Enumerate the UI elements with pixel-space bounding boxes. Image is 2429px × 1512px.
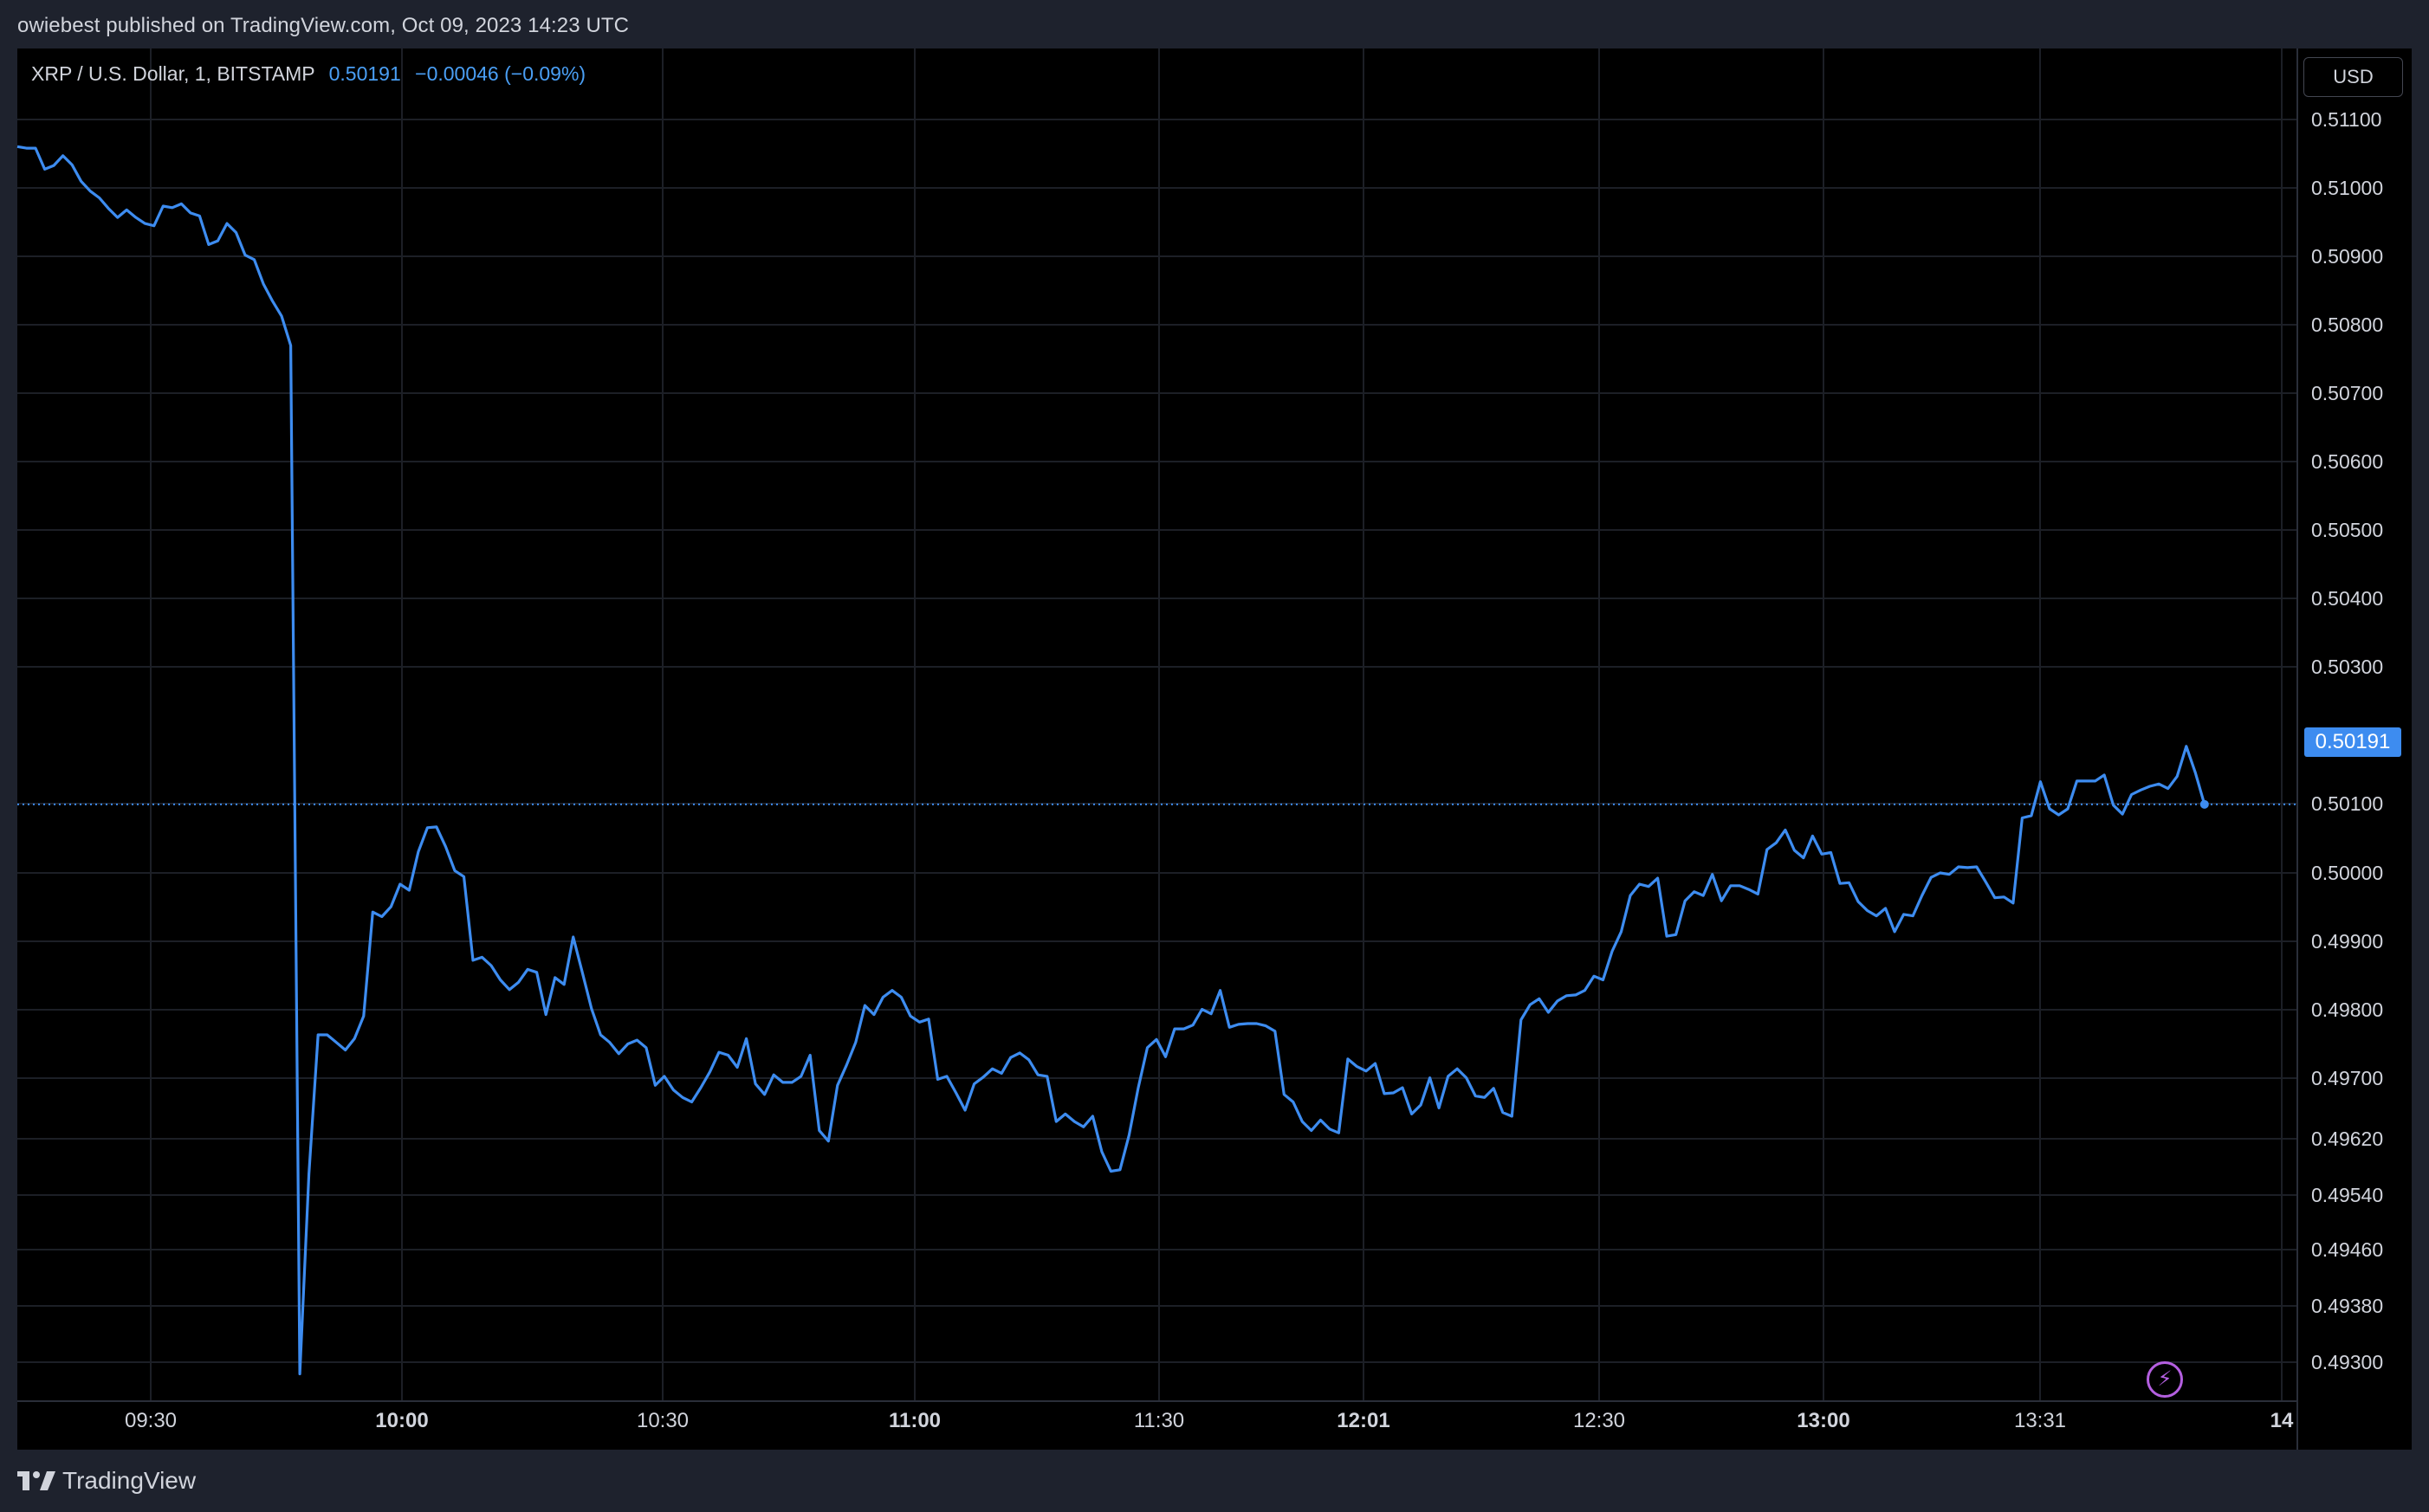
publish-header: owiebest published on TradingView.com, O… — [0, 0, 2429, 48]
x-tick-label: 14 — [2270, 1409, 2294, 1432]
y-tick-label: 0.49620 — [2311, 1128, 2383, 1150]
x-tick-label: 11:00 — [889, 1409, 941, 1432]
chart-grid — [17, 48, 2298, 1450]
y-tick-label: 0.50500 — [2311, 519, 2383, 541]
y-tick-label: 0.49700 — [2311, 1067, 2383, 1089]
tradingview-logo[interactable]: TradingView — [17, 1465, 196, 1496]
y-tick-label: 0.50800 — [2311, 313, 2383, 336]
x-tick-label: 11:30 — [1134, 1409, 1184, 1432]
y-tick-label: 0.49800 — [2311, 998, 2383, 1021]
y-tick-label: 0.50700 — [2311, 382, 2383, 404]
x-tick-label: 13:31 — [2014, 1409, 2066, 1432]
y-tick-label: 0.49460 — [2311, 1238, 2383, 1261]
brand-name: TradingView — [62, 1467, 197, 1494]
symbol-legend[interactable]: XRP / U.S. Dollar, 1, BITSTAMP 0.50191 −… — [31, 62, 586, 86]
published-info-text: owiebest published on TradingView.com, O… — [17, 14, 630, 37]
symbol-title: XRP / U.S. Dollar, 1, BITSTAMP — [31, 62, 315, 85]
y-tick-label: 0.50400 — [2311, 587, 2383, 610]
lightning-bolt-icon[interactable]: ⚡︎ — [2147, 1361, 2183, 1398]
last-price-dot — [2199, 799, 2209, 809]
x-tick-label: 13:00 — [1797, 1409, 1849, 1432]
legend-change: −0.00046 (−0.09%) — [415, 62, 586, 85]
y-tick-label: 0.49300 — [2311, 1351, 2383, 1373]
x-tick-label: 12:01 — [1337, 1409, 1389, 1432]
y-tick-label: 0.50600 — [2311, 450, 2383, 473]
chart-area[interactable] — [17, 48, 2412, 1450]
y-tick-label: 0.51000 — [2311, 177, 2383, 199]
price-axis: 0.51100 0.51000 0.50900 0.50800 0.50700 0.506… — [2311, 108, 2383, 1373]
x-tick-label: 10:30 — [637, 1409, 689, 1432]
y-tick-label: 0.50100 — [2311, 792, 2383, 815]
time-axis: 09:30 10:00 10:30 11:00 11:30 12:01 12:30 13:00… — [125, 1409, 2294, 1432]
y-tick-label: 0.49380 — [2311, 1295, 2383, 1317]
x-tick-label: 10:00 — [375, 1409, 428, 1432]
footer-bar: TradingView — [0, 1450, 2429, 1512]
y-tick-label: 0.50900 — [2311, 245, 2383, 268]
currency-button[interactable]: USD — [2303, 57, 2403, 97]
legend-price: 0.50191 — [328, 62, 401, 85]
y-tick-label: 0.50000 — [2311, 862, 2383, 884]
y-tick-label: 0.49900 — [2311, 930, 2383, 953]
tradingview-logo-icon — [17, 1471, 55, 1490]
price-series-line — [16, 145, 2206, 1376]
x-tick-label: 12:30 — [1573, 1409, 1625, 1432]
y-tick-label: 0.49540 — [2311, 1184, 2383, 1206]
x-tick-label: 09:30 — [125, 1409, 177, 1432]
last-price-tag: 0.50191 — [2304, 727, 2401, 757]
y-tick-label: 0.50300 — [2311, 656, 2383, 678]
y-tick-label: 0.51100 — [2311, 108, 2381, 131]
